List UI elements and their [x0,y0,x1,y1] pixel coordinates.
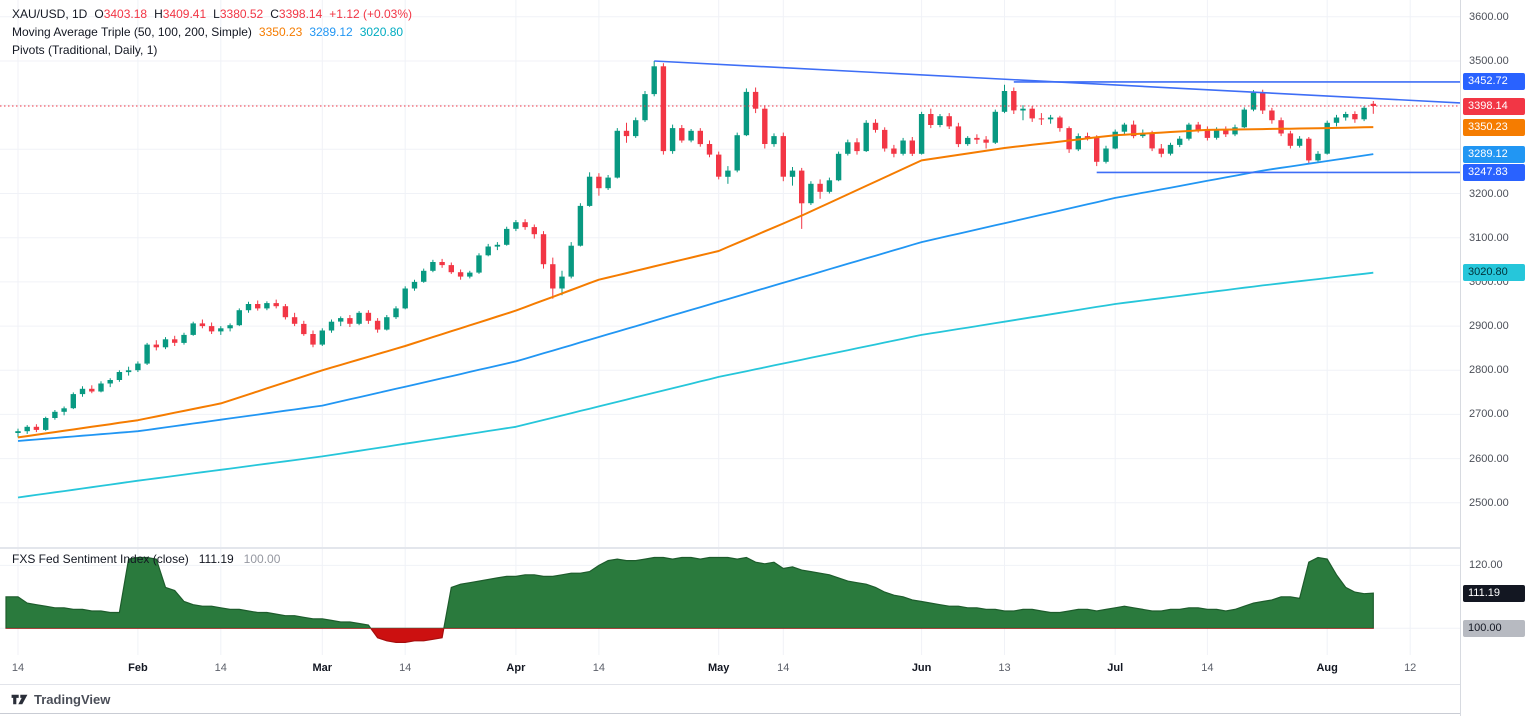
price-badge-3350.23: 3350.23 [1463,118,1525,136]
price-tick: 3500.00 [1469,55,1509,67]
price-tick: 120.00 [1469,559,1503,572]
main-legend: XAU/USD, 1D O3403.18 H3409.41 L3380.52 C… [12,5,419,59]
pivots-legend-row[interactable]: Pivots (Traditional, Daily, 1) [12,41,419,59]
time-label-13: 13 [998,662,1011,674]
time-label-Mar: Mar [312,662,333,674]
symbol-title: XAU/USD, 1D [12,7,88,21]
tradingview-logo-text: TradingView [34,692,111,707]
time-label-Feb: Feb [128,662,148,674]
time-label-14: 14 [592,662,606,674]
ohlc-close: C3398.14 [270,7,323,21]
time-label-14: 14 [777,662,790,674]
time-label-12: 12 [1404,662,1417,674]
ma100-value: 3289.12 [309,25,353,39]
sentiment-value: 111.19 [198,552,234,566]
ma-title: Moving Average Triple (50, 100, 200, Sim… [12,25,252,39]
main-price-pane[interactable] [0,0,1460,547]
time-label-14: 14 [11,662,25,674]
price-tick: 3200.00 [1469,187,1509,200]
ohlc-open: O3403.18 [94,7,148,21]
ma-legend-row[interactable]: Moving Average Triple (50, 100, 200, Sim… [12,23,419,41]
time-axis[interactable]: 14 Feb 14 Mar 14 Apr 14 May 14 Jun 13 Jul 14 Aug 12 [0,655,1460,683]
ohlc-high: H3409.41 [154,7,207,21]
price-badge-111.19: 111.19 [1463,584,1525,602]
price-tick: 2500.00 [1469,496,1509,509]
tradingview-logo-icon [10,690,29,709]
price-tick: 2800.00 [1469,364,1509,377]
price-tick: 2700.00 [1469,408,1509,421]
price-badge-100.00: 100.00 [1463,619,1525,637]
time-label-Jul: Jul [1107,662,1124,674]
pane-separator[interactable] [0,547,1536,549]
overlay-SMA200 [17,271,1374,499]
price-badge-3020.80: 3020.80 [1463,264,1525,282]
price-tick: 3100.00 [1469,231,1509,244]
time-label-14: 14 [214,662,227,674]
sentiment-baseline-value: 100.00 [243,552,281,566]
overlay-SMA50 [17,126,1374,439]
price-badge-3398.14: 3398.14 [1463,97,1525,115]
price-tick: 3600.00 [1469,10,1509,23]
candles-series[interactable] [15,61,1376,438]
symbol-legend-row[interactable]: XAU/USD, 1D O3403.18 H3409.41 L3380.52 C… [12,5,419,23]
time-label-14: 14 [399,662,412,674]
page-bottom-border [0,713,1536,714]
ohlc-low: L3380.52 [213,7,264,21]
price-change: +1.12 (+0.03%) [329,7,413,21]
sentiment-title: FXS Fed Sentiment Index (close) [12,552,189,566]
price-tick: 2900.00 [1469,320,1509,333]
time-label-14: 14 [1201,662,1214,674]
time-label-Aug: Aug [1316,662,1338,674]
time-label-May: May [707,662,730,674]
tradingview-logo[interactable]: TradingView [10,690,110,709]
price-tick: 2600.00 [1469,452,1509,465]
main-grid [0,0,1460,547]
time-label-Apr: Apr [506,662,526,674]
price-axis[interactable]: 3600.00 3500.00 3200.00 3100.00 3000.00 2900.… [1460,0,1536,716]
price-badge-3247.83: 3247.83 [1463,163,1525,181]
ma50-value: 3350.23 [258,25,303,39]
price-badge-3452.72: 3452.72 [1463,73,1525,91]
overlay-SMA100 [17,153,1374,442]
chart-bottom-border [0,684,1536,685]
price-badge-3289.12: 3289.12 [1463,145,1525,163]
time-label-Jun: Jun [911,662,932,674]
pivots-title: Pivots (Traditional, Daily, 1) [12,43,158,57]
sentiment-legend-row[interactable]: FXS Fed Sentiment Index (close) 111.19 1… [12,552,280,566]
sentiment-pane[interactable] [0,549,1460,655]
sentiment-area [5,556,1374,643]
ma200-value: 3020.80 [359,25,404,39]
